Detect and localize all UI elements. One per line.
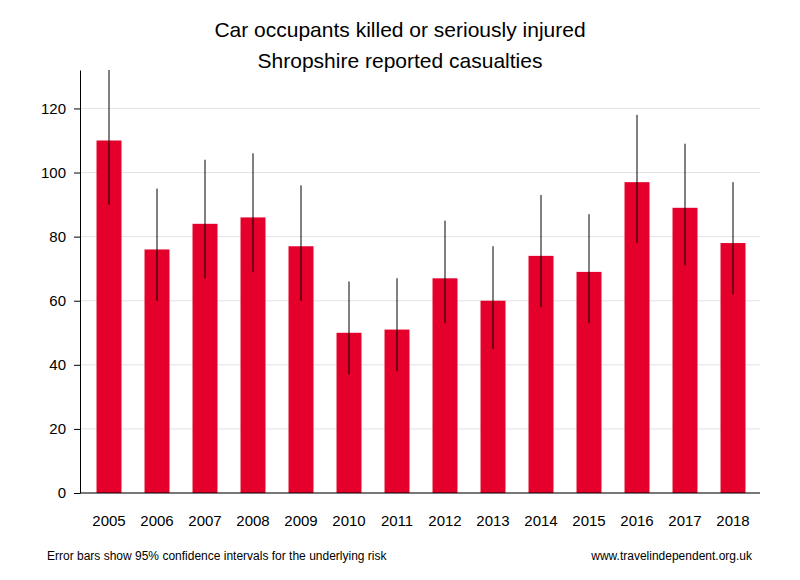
x-tick-label: 2012	[428, 512, 461, 529]
x-tick-label: 2008	[236, 512, 269, 529]
grid-line	[80, 300, 760, 301]
grid-line	[80, 172, 760, 173]
x-tick: 2016	[620, 493, 653, 529]
x-tick-label: 2007	[188, 512, 221, 529]
y-tick-mark	[74, 108, 80, 109]
grid-line	[80, 428, 760, 429]
y-tick-mark	[74, 301, 80, 302]
y-axis-line	[80, 71, 81, 494]
chart: 0204060801001202005200620072008200920102…	[0, 0, 800, 580]
annotation: Error bars show 95% confidence intervals…	[47, 549, 387, 563]
y-tick: 100	[41, 164, 80, 181]
x-tick: 2013	[476, 493, 509, 529]
x-tick: 2009	[284, 493, 317, 529]
plot-area	[97, 70, 746, 493]
error-bar	[493, 246, 494, 349]
error-bar	[589, 214, 590, 323]
error-bar	[349, 282, 350, 375]
x-tick-label: 2006	[140, 512, 173, 529]
y-tick-mark	[74, 429, 80, 430]
x-tick-label: 2005	[92, 512, 125, 529]
error-bar	[205, 160, 206, 279]
x-tick-label: 2015	[572, 512, 605, 529]
error-bar	[445, 221, 446, 324]
grid-line	[80, 493, 760, 494]
error-bar	[253, 153, 254, 272]
error-bar	[637, 115, 638, 243]
title: Car occupants killed or seriously injure…	[214, 18, 585, 41]
x-tick-label: 2011	[381, 512, 413, 529]
error-bar	[685, 144, 686, 266]
x-tick-label: 2009	[284, 512, 317, 529]
error-bar	[397, 278, 398, 371]
grid-line	[80, 108, 760, 109]
x-tick: 2018	[716, 493, 749, 529]
x-tick: 2014	[524, 493, 557, 529]
y-tick: 20	[49, 420, 80, 437]
x-tick-label: 2016	[620, 512, 653, 529]
baseline	[80, 493, 760, 494]
x-tick: 2011	[381, 493, 413, 529]
y-tick: 80	[49, 228, 80, 245]
x-axis: 2005 2006 2007 2008 2009 2010 2011 2012 2013 2014…	[92, 493, 749, 529]
y-tick-label: 100	[41, 164, 66, 181]
y-tick-label: 40	[49, 356, 66, 373]
x-tick: 2010	[332, 493, 365, 529]
x-tick: 2005	[92, 493, 125, 529]
y-tick-mark	[74, 237, 80, 238]
x-tick-label: 2010	[332, 512, 365, 529]
x-tick: 2015	[572, 493, 605, 529]
x-tick: 2006	[140, 493, 173, 529]
error-bar	[301, 185, 302, 300]
y-axis: 0 20 40 60 80 100 120	[41, 71, 81, 502]
error-bar	[733, 182, 734, 294]
y-tick: 0	[58, 484, 80, 501]
grid	[80, 108, 760, 493]
grid-line	[80, 236, 760, 237]
y-tick-label: 60	[49, 292, 66, 309]
error-bar	[541, 195, 542, 307]
y-tick-label: 20	[49, 420, 66, 437]
x-tick: 2012	[428, 493, 461, 529]
y-tick-mark	[74, 173, 80, 174]
grid-line	[80, 364, 760, 365]
y-tick: 120	[41, 100, 80, 117]
y-tick-label: 120	[41, 100, 66, 117]
x-tick-label: 2018	[716, 512, 749, 529]
subtitle: Shropshire reported casualties	[258, 49, 543, 72]
y-tick-mark	[74, 365, 80, 366]
y-tick-label: 0	[58, 484, 66, 501]
x-tick-label: 2014	[524, 512, 557, 529]
x-tick: 2008	[236, 493, 269, 529]
x-tick-label: 2013	[476, 512, 509, 529]
y-tick-label: 80	[49, 228, 66, 245]
x-tick: 2017	[668, 493, 701, 529]
y-tick-mark	[74, 493, 80, 494]
y-tick: 40	[49, 356, 80, 373]
error-bar	[109, 70, 110, 205]
x-tick-label: 2017	[668, 512, 701, 529]
x-tick: 2007	[188, 493, 221, 529]
error-bar	[157, 189, 158, 301]
annotation: www.travelindependent.org.uk	[590, 549, 753, 563]
y-tick: 60	[49, 292, 80, 309]
